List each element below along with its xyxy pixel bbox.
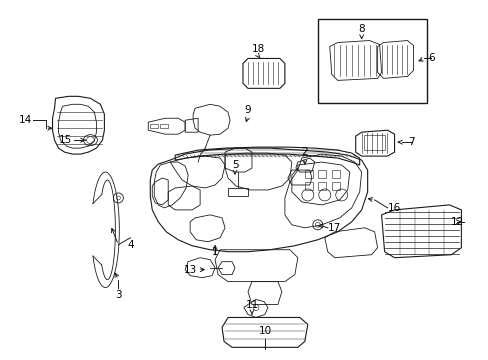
Text: 10: 10 [258,327,271,336]
Text: 12: 12 [450,217,463,227]
Text: 17: 17 [327,223,341,233]
Text: 6: 6 [427,54,434,63]
Text: 9: 9 [244,105,251,115]
Text: 15: 15 [59,135,72,145]
Text: 2: 2 [301,147,307,157]
Text: 8: 8 [358,24,364,33]
Text: 7: 7 [407,137,414,147]
Text: 18: 18 [251,44,264,54]
Text: 14: 14 [19,115,32,125]
Text: 1: 1 [211,247,218,257]
Text: 11: 11 [245,300,258,310]
Text: 4: 4 [127,240,133,250]
Text: 13: 13 [183,265,196,275]
Text: 5: 5 [231,160,238,170]
Bar [317,19,427,103]
Text: 3: 3 [115,289,122,300]
Text: 16: 16 [387,203,400,213]
